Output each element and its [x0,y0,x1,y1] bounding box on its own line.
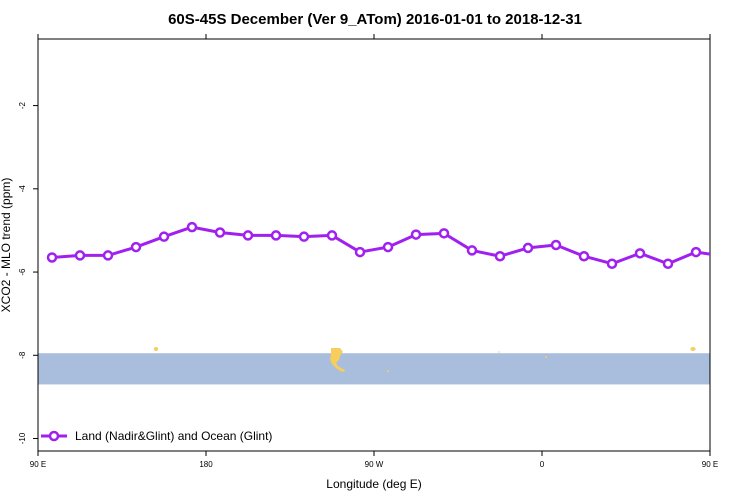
x-tick-label-4: 90 E [702,460,718,469]
series-point [606,258,618,269]
series-point [102,250,114,261]
legend-label: Land (Nadir&Glint) and Ocean (Glint) [75,429,272,443]
land-patch-0 [153,347,159,351]
series-point [550,239,562,251]
series-point [270,230,282,241]
series-point [662,258,674,269]
band-rect [38,353,710,385]
land-patch-south-america [330,348,345,372]
x-tick-label-0: 90 E [30,460,46,469]
y-tick-label-4: -10 [18,432,27,444]
series-0 [46,221,728,269]
land-patch-1 [690,347,696,351]
chart-title: 60S-45S December (Ver 9_ATom) 2016-01-01… [168,11,582,28]
series-point [466,245,478,256]
series-point [74,250,86,261]
series-point [494,250,506,262]
series-point [410,229,422,240]
series-point [438,228,450,239]
latitude-band [38,353,710,385]
y-tick-label-1: -4 [18,185,27,193]
y-axis: -2 -4 -6 -8 -10 [18,101,38,444]
x-tick-label-3: 0 [540,460,545,469]
series-point [186,221,198,233]
series-point [242,230,254,241]
land-patch-3 [545,356,547,358]
series-point [690,246,702,258]
y-tick-label-3: -8 [18,351,27,359]
series-point [354,246,366,258]
x-tick-label-2: 90 W [365,460,384,469]
series-point [522,242,534,254]
series-point [326,230,338,241]
series-point [578,250,590,262]
x-axis: 90 E 180 90 W 0 90 E [30,451,718,469]
y-axis-title: XCO2 - MLO trend (ppm) [0,178,13,313]
land-patches [153,347,696,372]
series-point [130,241,142,253]
x-axis-title: Longitude (deg E) [326,477,421,491]
series-point [158,231,170,242]
y-tick-label-2: -6 [18,268,27,276]
land-patch-2 [498,351,500,353]
series-point [298,231,310,242]
series-point [46,252,58,263]
series-line [51,225,710,266]
series-point [720,252,728,260]
x-tick-label-1: 180 [199,460,213,469]
series-point [634,248,646,259]
legend: Land (Nadir&Glint) and Ocean (Glint) [41,429,272,443]
land-patch-4 [387,370,389,372]
data-series [46,221,728,269]
series-point [214,227,226,238]
y-tick-label-0: -2 [18,101,27,109]
series-point [382,241,394,253]
x-axis-top [37,34,711,39]
legend-marker-swatch [48,430,60,442]
